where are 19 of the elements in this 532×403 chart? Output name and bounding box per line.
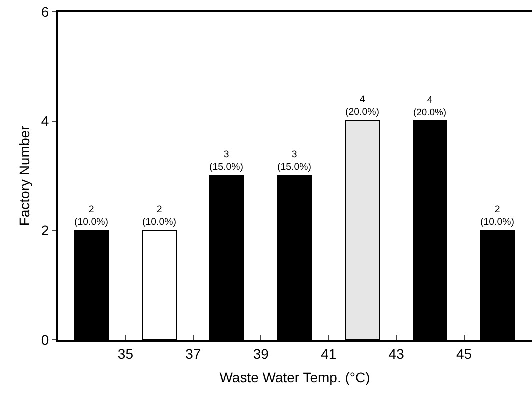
data-label: 2 (10.0%) bbox=[480, 204, 514, 228]
data-label: 4 (20.0%) bbox=[346, 94, 380, 118]
y-tick-label: 4 bbox=[41, 113, 50, 130]
x-tick-label: 39 bbox=[253, 346, 270, 362]
y-tick-label: 0 bbox=[41, 332, 50, 348]
y-tick-label: 2 bbox=[41, 222, 50, 239]
x-tick-label: 43 bbox=[388, 346, 405, 362]
x-tick-label: 37 bbox=[186, 346, 202, 362]
y-axis-title: Factory Number bbox=[16, 125, 33, 226]
data-label: 2 (10.0%) bbox=[74, 204, 108, 228]
y-tick-label: 6 bbox=[41, 4, 50, 20]
data-label: 3 (15.0%) bbox=[278, 150, 312, 174]
x-tick-label: 35 bbox=[118, 346, 134, 362]
data-label: 4 (20.0%) bbox=[414, 94, 446, 118]
x-tick-label: 41 bbox=[321, 346, 337, 362]
x-tick-label: 45 bbox=[456, 346, 472, 362]
x-axis-title: Waste Water Temp. (°C) bbox=[220, 370, 370, 386]
data-label: 3 (15.0%) bbox=[210, 150, 244, 174]
data-label: 2 (10.0%) bbox=[142, 204, 176, 228]
